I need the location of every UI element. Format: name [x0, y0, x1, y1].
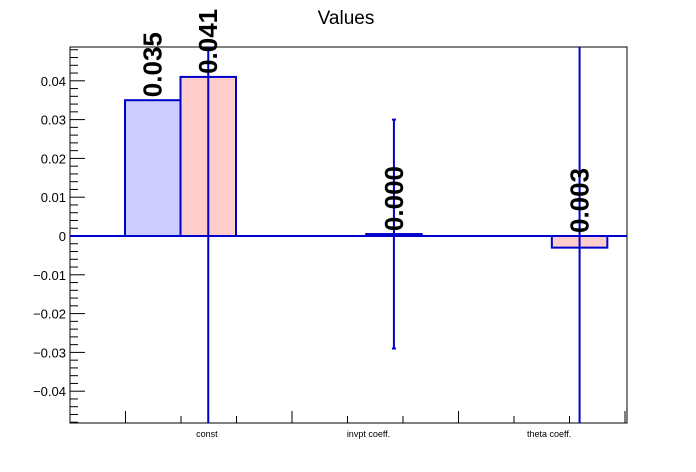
y-tick-label: −0.03: [33, 345, 66, 360]
bar: [124, 99, 182, 237]
chart-title: Values: [318, 8, 375, 29]
y-tick-label: 0.03: [41, 113, 66, 128]
data-label: 0.003: [565, 168, 595, 233]
axis-ticks: 0.04 0.03 0.02 0.01 0 −0.01 −0.02 −0.03 −0.04 con…: [33, 49, 626, 439]
data-label: 0.041: [193, 9, 223, 74]
y-tick-label: 0.02: [41, 151, 66, 166]
y-tick-label: 0.01: [41, 190, 66, 205]
y-tick-label: −0.04: [33, 384, 66, 399]
data-label: 0.035: [138, 32, 168, 97]
x-category-label: const: [196, 429, 218, 439]
error-bars: [207, 47, 581, 423]
y-tick-label: −0.02: [33, 307, 66, 322]
x-category-label: theta coeff.: [527, 429, 571, 439]
x-category-label: invpt coeff.: [347, 429, 390, 439]
data-label: 0.000: [379, 166, 409, 231]
bars: [124, 75, 609, 249]
data-labels: 0.035 0.041 0.000 0.003: [138, 9, 595, 233]
y-tick-label: −0.01: [33, 268, 66, 283]
y-tick-label: 0: [59, 229, 66, 244]
y-tick-label: 0.04: [41, 74, 66, 89]
